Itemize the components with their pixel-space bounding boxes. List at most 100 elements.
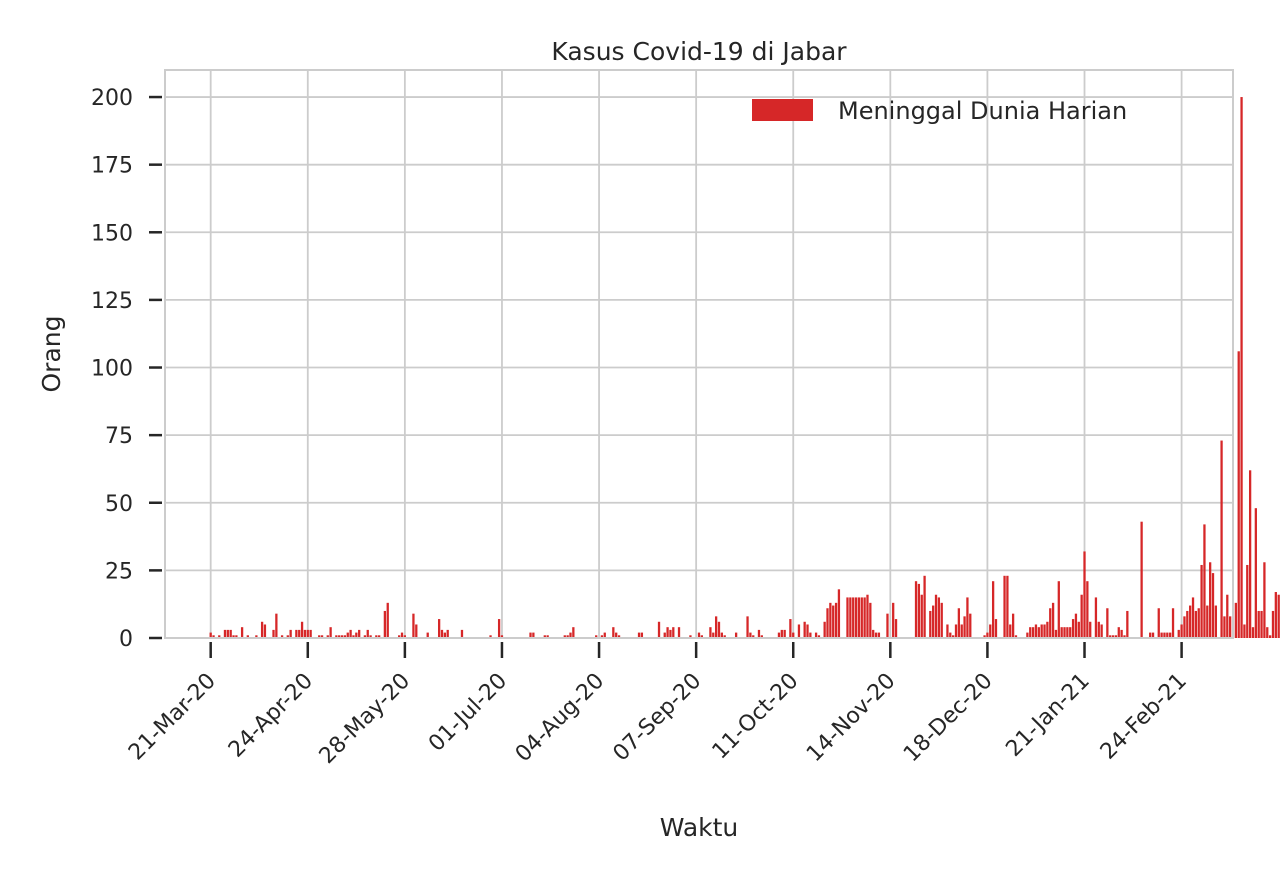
bar (863, 597, 866, 638)
y-tick-label: 175 (91, 154, 133, 179)
bar (1011, 613, 1015, 638)
x-tick-label: 21-Mar-20 (124, 669, 221, 766)
bar (415, 624, 418, 638)
bar (1220, 440, 1223, 638)
bar (223, 629, 227, 638)
bar (595, 635, 598, 638)
bar (309, 629, 312, 638)
y-tick-label: 150 (91, 221, 133, 246)
bar (1051, 602, 1055, 638)
x-axis-title: Waktu (660, 813, 739, 842)
bar (529, 632, 532, 638)
bar (714, 616, 718, 638)
bar (263, 624, 267, 638)
bar (569, 632, 572, 638)
bar (1251, 627, 1255, 638)
bar (777, 632, 781, 638)
bar (983, 635, 986, 638)
bar (489, 635, 492, 638)
bar (663, 632, 666, 638)
bar (426, 632, 429, 638)
bar (1254, 508, 1257, 638)
legend-swatch (752, 99, 813, 121)
chart-title: Kasus Covid-19 di Jabar (551, 37, 847, 66)
bar (640, 632, 644, 638)
bar (857, 597, 861, 638)
bar (1209, 562, 1212, 638)
bar (937, 597, 941, 638)
bar (1226, 594, 1229, 638)
bar (366, 629, 369, 638)
bar (1109, 635, 1112, 638)
bar (260, 621, 264, 638)
bar (966, 597, 969, 638)
bar (1049, 608, 1052, 638)
bar (1229, 616, 1232, 638)
bar (566, 635, 569, 638)
x-tick-label: 21-Jan-21 (1001, 669, 1094, 762)
bar (991, 581, 995, 638)
bar (1077, 621, 1080, 638)
y-tick-label: 25 (105, 559, 133, 584)
bar (1260, 610, 1263, 638)
bar (657, 621, 661, 638)
legend[interactable]: Meninggal Dunia Harian (752, 97, 1127, 125)
bar (446, 629, 449, 638)
bar (749, 632, 752, 638)
bar (826, 608, 829, 638)
bar (986, 632, 989, 638)
bar (1089, 621, 1092, 638)
bar (869, 602, 872, 638)
bar (235, 635, 238, 638)
bar (400, 632, 404, 638)
bar (232, 635, 235, 638)
bar (1171, 608, 1175, 638)
bar (672, 627, 675, 638)
bar (440, 629, 444, 638)
bar (398, 635, 401, 638)
bar (929, 610, 932, 638)
bar (369, 635, 372, 638)
bar (412, 613, 415, 638)
y-tick-label: 50 (105, 492, 133, 517)
bar (1246, 564, 1249, 638)
bar (1006, 575, 1009, 638)
bar (572, 627, 575, 638)
plot-frame (164, 69, 1234, 639)
bar (817, 635, 821, 638)
bar (1197, 608, 1200, 638)
bar (289, 629, 292, 638)
bar (832, 605, 835, 638)
bar (814, 632, 818, 638)
bar (346, 632, 349, 638)
bar (952, 635, 955, 638)
bar (1029, 627, 1032, 638)
bar (1063, 627, 1066, 638)
bar (1186, 610, 1189, 638)
bar (697, 632, 701, 638)
bar (1069, 627, 1072, 638)
bar (989, 624, 992, 638)
x-tick-label: 11-Oct-20 (708, 669, 804, 765)
bar (1157, 608, 1160, 638)
bar (443, 632, 446, 638)
bar (1211, 573, 1215, 638)
bar (212, 635, 215, 638)
bar (358, 629, 361, 638)
bar (1034, 624, 1038, 638)
bar (437, 619, 441, 638)
bar (874, 632, 878, 638)
bar (1071, 619, 1075, 638)
bar (1120, 629, 1123, 638)
bar (960, 624, 963, 638)
bar (363, 635, 367, 638)
bar (1237, 351, 1240, 638)
y-axis-title: Orang (37, 316, 66, 393)
bar (709, 627, 712, 638)
bar (600, 635, 604, 638)
bar (603, 632, 606, 638)
bar (934, 594, 938, 638)
bar (303, 629, 307, 638)
bar (386, 602, 389, 638)
